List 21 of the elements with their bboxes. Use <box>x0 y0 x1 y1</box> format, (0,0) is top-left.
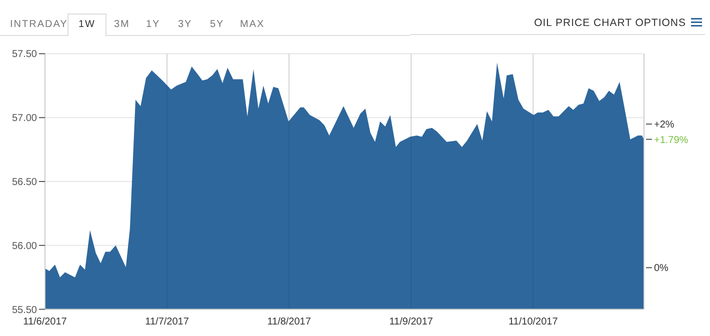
x-tick-label: 11/6/2017 <box>23 316 68 328</box>
text: 1W <box>78 19 96 30</box>
text: MAX <box>240 19 265 30</box>
text: 5Y <box>210 19 224 30</box>
y2-tick-label: 0% <box>654 263 669 274</box>
x-tick-label: 11/9/2017 <box>389 316 434 328</box>
x-tick-label: 11/10/2017 <box>508 316 558 328</box>
x-tick-label: 11/8/2017 <box>267 316 312 328</box>
y-tick-label: 56.50 <box>12 177 38 188</box>
y-tick-label: 55.50 <box>12 304 38 316</box>
text: 1Y <box>146 19 160 30</box>
y2-tick-label: +2% <box>654 120 674 131</box>
x-tick-label: 11/7/2017 <box>145 316 190 328</box>
text: 3M <box>114 19 130 30</box>
text: 3Y <box>178 19 192 30</box>
y-tick-label: 56.00 <box>12 240 38 252</box>
annotation: +1.79% <box>654 134 688 146</box>
y-tick-label: 57.50 <box>12 49 38 60</box>
text: INTRADAY <box>10 19 68 30</box>
y-tick-label: 57.00 <box>12 113 38 124</box>
text: OIL PRICE CHART OPTIONS <box>534 17 686 29</box>
